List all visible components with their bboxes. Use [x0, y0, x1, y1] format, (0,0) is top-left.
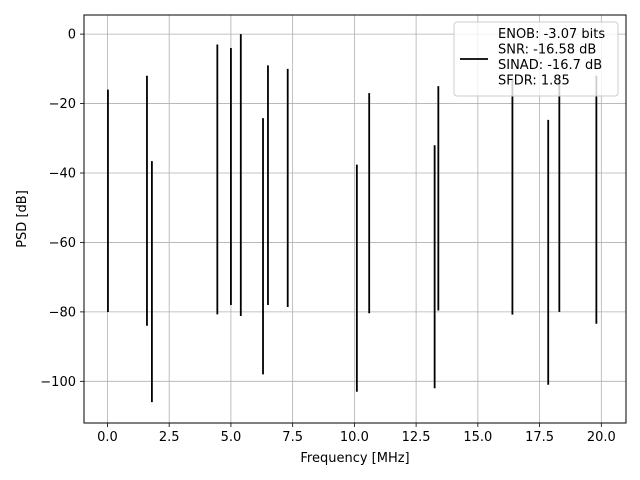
x-tick-label: 0.0 [97, 430, 118, 445]
x-tick-label: 15.0 [463, 430, 492, 445]
y-tick-label: −40 [49, 166, 76, 181]
y-tick-label: 0 [68, 28, 76, 43]
plot-frame [83, 14, 627, 424]
psd-trace [107, 34, 598, 403]
x-tick-label: 7.5 [282, 430, 303, 445]
x-tick-label: 5.0 [221, 430, 242, 445]
y-tick-label: −100 [40, 375, 76, 390]
x-tick-label: 20.0 [587, 430, 616, 445]
legend-line: SFDR: 1.85 [498, 74, 570, 89]
legend: ENOB: -3.07 bits SNR: -16.58 dB SINAD: -16… [453, 21, 619, 97]
legend-entry-metrics: ENOB: -3.07 bits SNR: -16.58 dB SINAD: -16… [498, 27, 605, 89]
y-axis-ticks: 0 −20 −40 −60 −80 −100 [40, 28, 84, 390]
y-tick-label: −60 [49, 236, 76, 251]
x-axis-label: Frequency [MHz] [300, 451, 409, 466]
x-tick-label: 12.5 [402, 430, 431, 445]
y-axis-label: PSD [dB] [15, 190, 30, 248]
legend-line: SNR: -16.58 dB [498, 43, 596, 58]
x-axis-ticks: 0.0 2.5 5.0 7.5 10.0 12.5 15.0 17.5 20.0 [97, 423, 616, 445]
y-tick-label: −80 [49, 305, 76, 320]
x-tick-label: 17.5 [525, 430, 554, 445]
x-tick-label: 10.0 [340, 430, 369, 445]
legend-line: SINAD: -16.7 dB [498, 58, 602, 73]
y-tick-label: −20 [49, 97, 76, 112]
legend-box [453, 21, 619, 97]
x-tick-label: 2.5 [159, 430, 180, 445]
legend-line: ENOB: -3.07 bits [498, 27, 605, 42]
